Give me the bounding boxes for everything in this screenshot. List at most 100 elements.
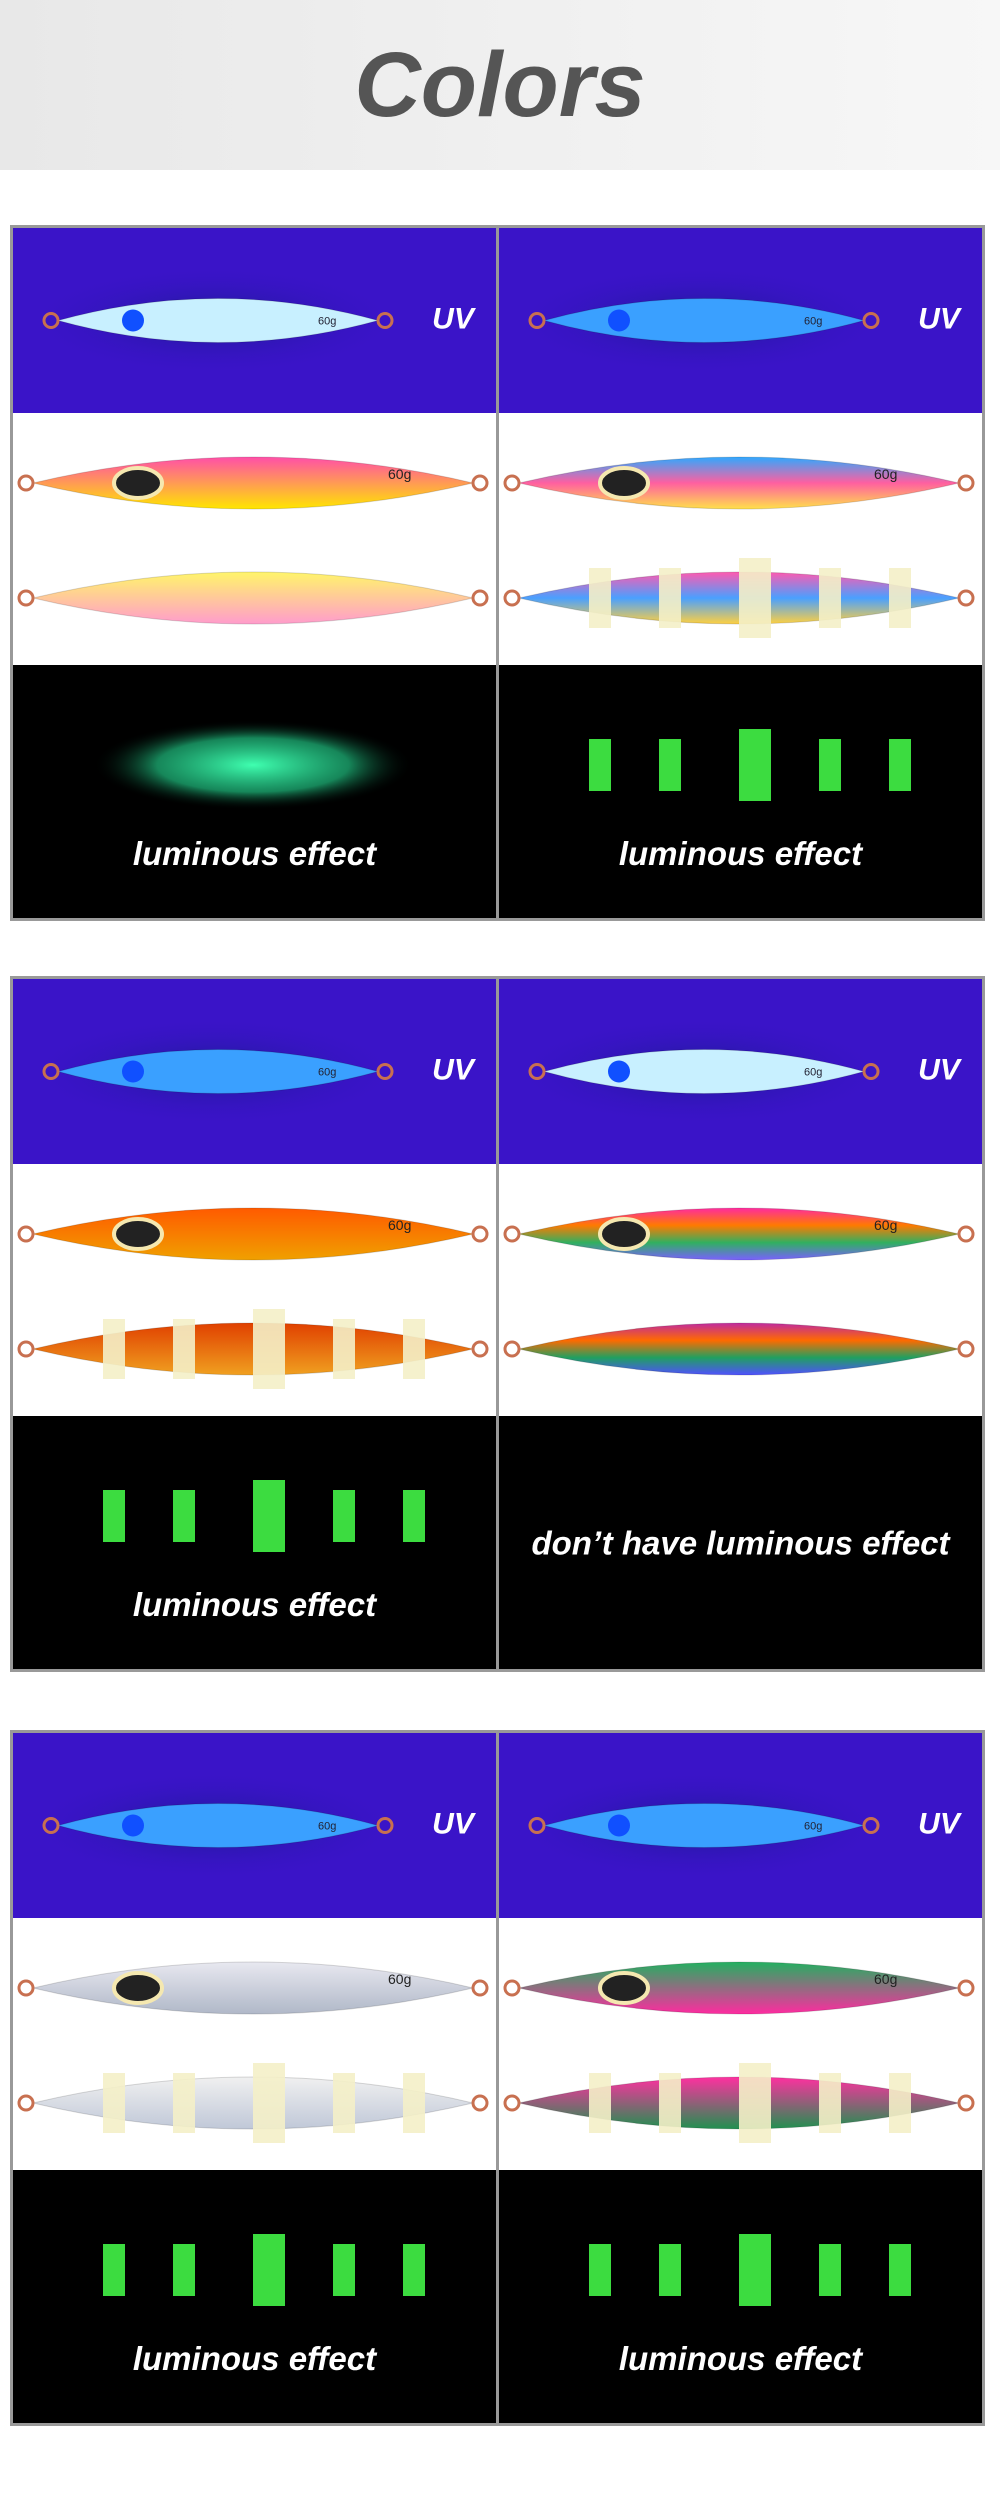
glow-stripe xyxy=(253,1480,285,1552)
uv-label: UV xyxy=(918,1808,963,1841)
eyelet xyxy=(528,1817,546,1834)
lure-eye xyxy=(608,1060,630,1083)
eyelet xyxy=(957,1225,975,1243)
lure-eye xyxy=(598,1971,650,2005)
stripe xyxy=(403,2073,425,2133)
stripe xyxy=(403,1319,425,1379)
uv-label: UV xyxy=(432,1054,477,1087)
caption: luminous effect xyxy=(133,2340,378,2377)
eyelet xyxy=(471,2094,489,2112)
lure-weight: 60g xyxy=(318,1821,336,1833)
stripe xyxy=(589,568,611,628)
lure-eye xyxy=(608,1814,630,1837)
lure-weight: 60g xyxy=(874,1217,897,1233)
stripe xyxy=(589,2073,611,2133)
lure-weight: 60g xyxy=(318,316,336,328)
uv-label: UV xyxy=(432,303,477,336)
glow-stripe xyxy=(403,2244,425,2296)
stripe xyxy=(819,2073,841,2133)
eyelet xyxy=(17,1979,35,1997)
stripe xyxy=(889,2073,911,2133)
stripe xyxy=(253,2063,285,2143)
dark-section xyxy=(499,1416,982,1669)
eyelet xyxy=(471,474,489,492)
eyelet xyxy=(503,1340,521,1358)
lure-eye xyxy=(112,1217,164,1251)
stripe xyxy=(333,2073,355,2133)
stripe xyxy=(739,558,771,638)
stripe xyxy=(103,2073,125,2133)
eyelet xyxy=(17,1225,35,1243)
lure-eye xyxy=(608,309,630,332)
eyelet xyxy=(376,1063,394,1080)
stripe xyxy=(173,1319,195,1379)
eyelet xyxy=(503,1979,521,1997)
lure-weight: 60g xyxy=(388,1971,411,1987)
eyelet xyxy=(17,589,35,607)
stripe xyxy=(253,1309,285,1389)
lure-weight: 60g xyxy=(318,1067,336,1079)
uv-label: UV xyxy=(918,303,963,336)
glow-stripe xyxy=(739,729,771,801)
header: Colors xyxy=(0,0,1000,170)
lure-weight: 60g xyxy=(804,1067,822,1079)
stripe xyxy=(103,1319,125,1379)
eyelet xyxy=(471,1225,489,1243)
eyelet xyxy=(471,589,489,607)
glow-stripe xyxy=(819,739,841,791)
glow-stripe xyxy=(333,2244,355,2296)
lure-eye xyxy=(122,1060,144,1083)
eyelet xyxy=(471,1979,489,1997)
eyelet xyxy=(471,1340,489,1358)
lure-eye xyxy=(112,1971,164,2005)
eyelet xyxy=(862,1817,880,1834)
glow-stripe xyxy=(889,739,911,791)
lure-eye xyxy=(122,1814,144,1837)
caption: luminous effect xyxy=(133,835,378,872)
caption: luminous effect xyxy=(619,2340,864,2377)
eyelet xyxy=(503,474,521,492)
glow-stripe xyxy=(659,739,681,791)
caption: luminous effect xyxy=(133,1586,378,1623)
eyelet xyxy=(376,1817,394,1834)
eyelet xyxy=(957,1979,975,1997)
eyelet xyxy=(17,474,35,492)
eyelet xyxy=(42,1063,60,1080)
eyelet xyxy=(376,312,394,329)
eyelet xyxy=(42,312,60,329)
eyelet xyxy=(957,589,975,607)
eyelet xyxy=(503,2094,521,2112)
stripe xyxy=(173,2073,195,2133)
lure-weight: 60g xyxy=(804,316,822,328)
glow-stripe xyxy=(889,2244,911,2296)
glow-stripe xyxy=(103,1490,125,1542)
glow-stripe xyxy=(589,2244,611,2296)
glow-stripe xyxy=(103,2244,125,2296)
lure-weight: 60g xyxy=(388,466,411,482)
glow-stripe xyxy=(589,739,611,791)
eyelet xyxy=(862,312,880,329)
stripe xyxy=(659,2073,681,2133)
eyelet xyxy=(862,1063,880,1080)
caption: luminous effect xyxy=(619,835,864,872)
lure-weight: 60g xyxy=(388,1217,411,1233)
lure-weight: 60g xyxy=(874,1971,897,1987)
stripe xyxy=(659,568,681,628)
eyelet xyxy=(528,312,546,329)
white-section xyxy=(13,413,496,665)
eyelet xyxy=(503,589,521,607)
glow-stripe xyxy=(739,2234,771,2306)
white-section xyxy=(499,1164,982,1416)
lure-eye xyxy=(598,1217,650,1251)
eyelet xyxy=(503,1225,521,1243)
stripe xyxy=(333,1319,355,1379)
eyelet xyxy=(42,1817,60,1834)
eyelet xyxy=(528,1063,546,1080)
lure-weight: 60g xyxy=(874,466,897,482)
glow xyxy=(93,720,413,810)
caption: don’t have luminous effect xyxy=(531,1525,951,1562)
stripe xyxy=(739,2063,771,2143)
glow-stripe xyxy=(173,1490,195,1542)
